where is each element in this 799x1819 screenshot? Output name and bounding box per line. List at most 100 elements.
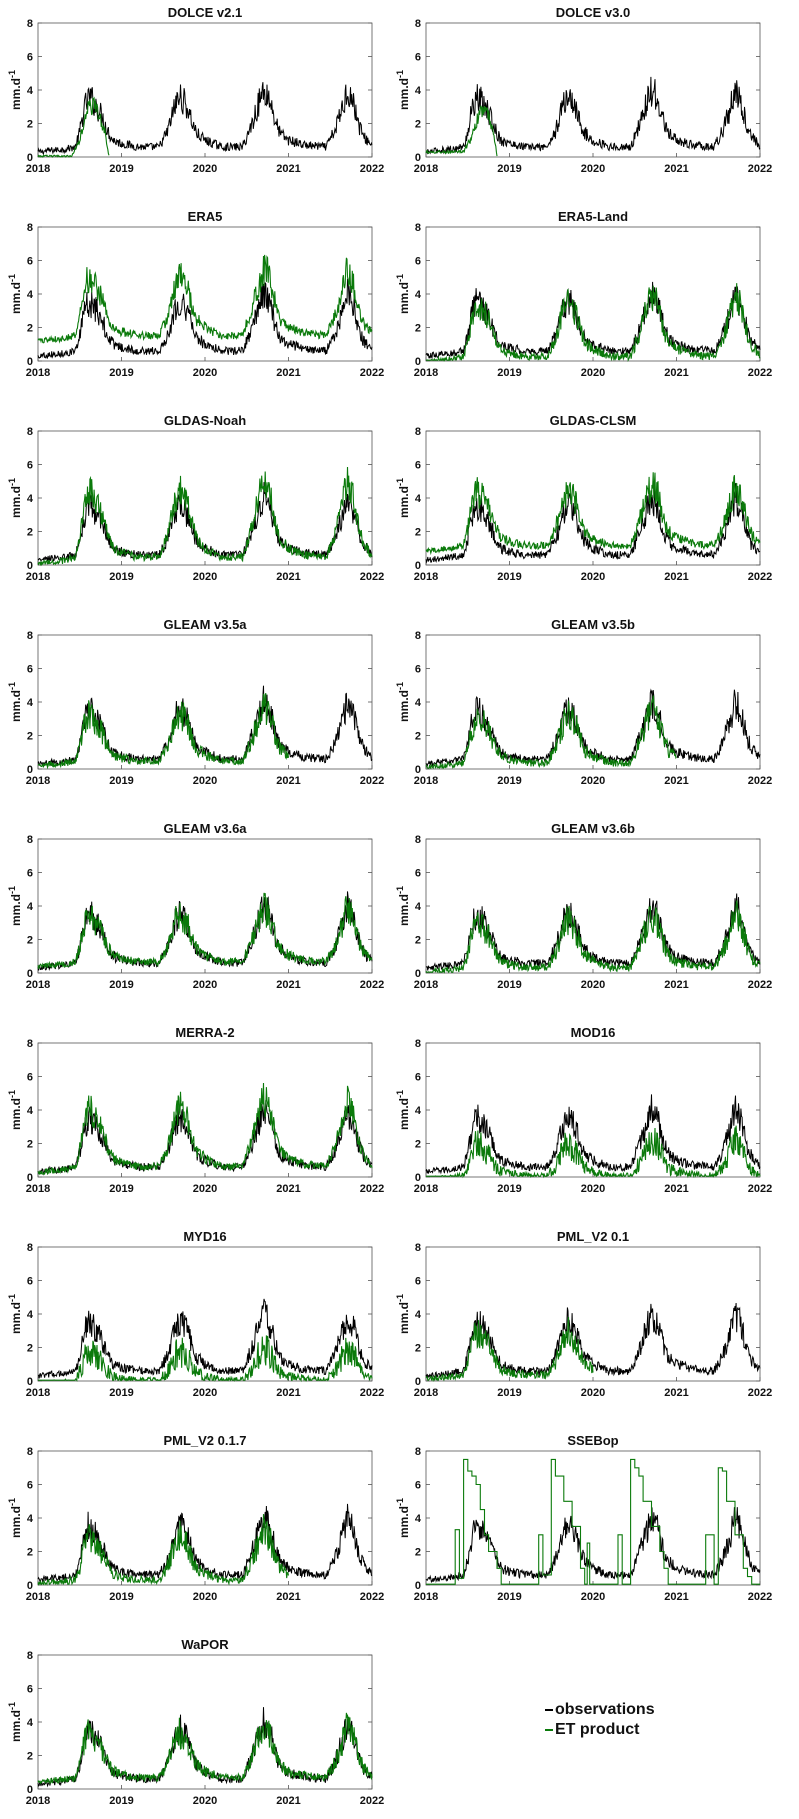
series-observations-line: [37, 82, 373, 156]
x-tick-label: 2022: [360, 1183, 384, 1195]
panel-title: MERRA-2: [175, 1025, 234, 1040]
y-axis-label: mm.d-1: [395, 274, 411, 314]
y-tick-label: 2: [27, 1343, 33, 1355]
y-tick-label: 6: [27, 1276, 33, 1288]
y-axis-label: mm.d-1: [395, 70, 411, 110]
x-tick-label: 2020: [581, 163, 605, 175]
series-et-product-line: [37, 1514, 290, 1586]
y-tick-label: 6: [27, 256, 33, 268]
y-tick-label: 6: [415, 868, 421, 880]
x-tick-label: 2018: [26, 367, 50, 379]
y-tick-label: 2: [415, 1343, 421, 1355]
plot-area: [425, 1246, 761, 1382]
series-observations-line: [425, 1094, 761, 1175]
x-tick-label: 2020: [193, 1387, 217, 1399]
panel-title: MYD16: [183, 1229, 226, 1244]
x-tick-label: 2022: [360, 367, 384, 379]
y-tick-label: 2: [27, 1547, 33, 1559]
plot-area: [425, 226, 761, 362]
y-tick-label: 6: [415, 460, 421, 472]
series-et-product-line: [426, 283, 761, 363]
y-tick-label: 4: [27, 1105, 34, 1117]
y-tick-label: 6: [415, 1072, 421, 1084]
panel-title: PML_V2 0.1: [557, 1229, 629, 1244]
x-tick-label: 2018: [26, 1387, 50, 1399]
x-tick-label: 2022: [748, 163, 772, 175]
series-observations-line: [425, 76, 761, 155]
panel-title: ERA5: [188, 209, 223, 224]
x-tick-label: 2020: [193, 1183, 217, 1195]
y-tick-label: 0: [27, 1580, 33, 1592]
y-tick-label: 8: [27, 1038, 33, 1050]
y-tick-label: 4: [27, 1513, 34, 1525]
y-tick-label: 4: [27, 493, 34, 505]
panel-15: PML_V2 0.1.7 mm.d-1 0 2 4 6 8 2018 2019 2020 2021 2…: [7, 1433, 384, 1603]
x-tick-label: 2020: [193, 367, 217, 379]
y-tick-label: 0: [27, 152, 33, 164]
x-tick-label: 2018: [414, 1387, 438, 1399]
series-observations-line: [37, 278, 373, 360]
x-tick-label: 2020: [193, 1591, 217, 1603]
panel-title: GLEAM v3.5a: [163, 617, 247, 632]
series-observations-line: [425, 1302, 761, 1379]
x-tick-label: 2018: [414, 1591, 438, 1603]
x-tick-label: 2020: [193, 571, 217, 583]
y-tick-label: 2: [415, 527, 421, 539]
x-tick-label: 2022: [748, 775, 772, 787]
y-axis-label: mm.d-1: [7, 1702, 23, 1742]
y-axis-label: mm.d-1: [395, 682, 411, 722]
x-tick-label: 2018: [26, 775, 50, 787]
y-tick-label: 2: [415, 119, 421, 131]
x-tick-label: 2021: [664, 367, 688, 379]
series-observations-line: [425, 1507, 761, 1584]
y-axis-label: mm.d-1: [395, 1294, 411, 1334]
y-tick-label: 0: [415, 356, 421, 368]
x-tick-label: 2019: [109, 571, 133, 583]
x-tick-label: 2019: [109, 367, 133, 379]
y-tick-label: 0: [415, 764, 421, 776]
y-tick-label: 8: [27, 1650, 33, 1662]
series-observations-line: [425, 483, 761, 564]
panel-8: GLEAM v3.5b mm.d-1 0 2 4 6 8 2018 2019 2020 2021 20…: [395, 617, 772, 787]
y-tick-label: 2: [27, 1751, 33, 1763]
x-tick-label: 2018: [26, 571, 50, 583]
x-tick-label: 2018: [26, 163, 50, 175]
x-tick-label: 2020: [193, 1795, 217, 1807]
x-tick-label: 2021: [664, 163, 688, 175]
y-tick-label: 0: [415, 968, 421, 980]
panel-17: WaPOR mm.d-1 0 2 4 6 8 2018 2019 2020 2021 2022: [7, 1637, 384, 1807]
panel-title: GLEAM v3.6a: [163, 821, 247, 836]
x-tick-label: 2020: [581, 367, 605, 379]
x-tick-label: 2018: [414, 1183, 438, 1195]
y-tick-label: 6: [27, 664, 33, 676]
x-tick-label: 2021: [664, 979, 688, 991]
x-tick-label: 2021: [276, 163, 300, 175]
series-et-product-line: [37, 96, 110, 159]
y-tick-label: 4: [27, 1309, 34, 1321]
panel-12: MOD16 mm.d-1 0 2 4 6 8 2018 2019 2020 2021 2022: [395, 1025, 772, 1195]
x-tick-label: 2022: [748, 571, 772, 583]
y-tick-label: 0: [415, 1376, 421, 1388]
x-tick-label: 2019: [497, 571, 521, 583]
x-tick-label: 2019: [497, 775, 521, 787]
legend: observations ET product: [545, 1700, 655, 1740]
y-tick-label: 2: [415, 323, 421, 335]
x-tick-label: 2018: [26, 979, 50, 991]
plot-area: [37, 22, 373, 158]
y-tick-label: 8: [415, 630, 421, 642]
plot-area: [425, 22, 761, 158]
panel-7: GLEAM v3.5a mm.d-1 0 2 4 6 8 2018 2019 2020 2021 20…: [7, 617, 384, 787]
x-tick-label: 2021: [276, 571, 300, 583]
series-et-product-line: [425, 472, 761, 556]
series-et-product-line: [37, 1712, 373, 1785]
series-et-product-line: [425, 900, 761, 974]
panel-4: ERA5-Land mm.d-1 0 2 4 6 8 2018 2019 2020 2021 2022: [395, 209, 772, 379]
series-et-product-line: [37, 892, 373, 969]
y-tick-label: 4: [415, 85, 422, 97]
y-axis-label: mm.d-1: [395, 478, 411, 518]
x-tick-label: 2020: [193, 775, 217, 787]
y-tick-label: 2: [27, 1139, 33, 1151]
x-tick-label: 2022: [748, 979, 772, 991]
y-axis-label: mm.d-1: [7, 1090, 23, 1130]
